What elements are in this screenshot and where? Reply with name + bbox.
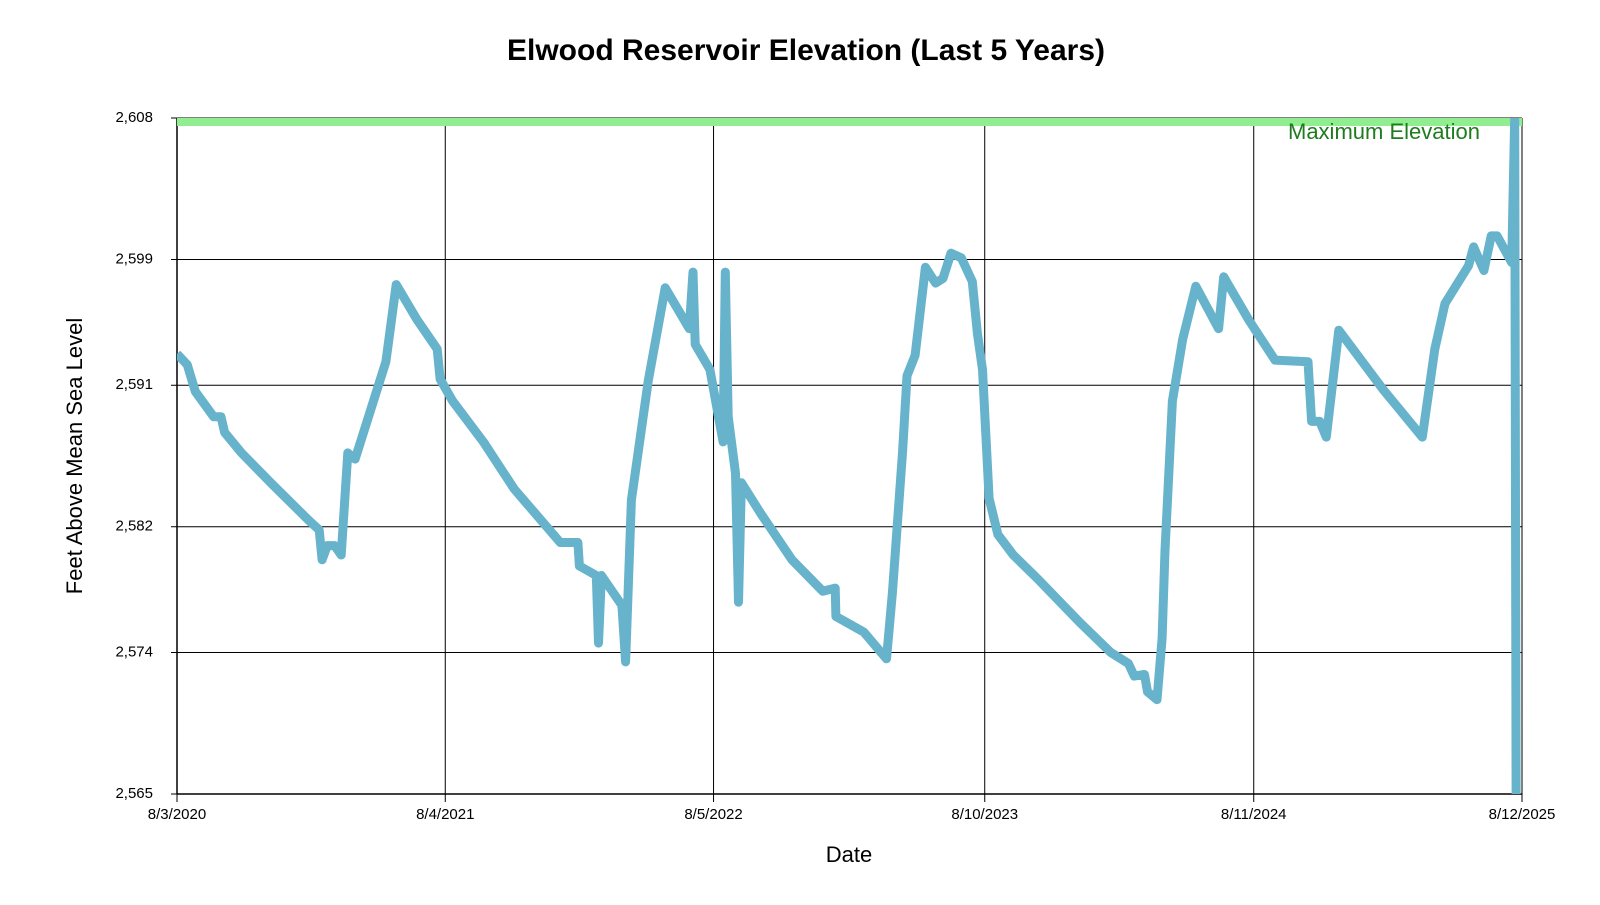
x-tick-label: 8/11/2024	[1221, 806, 1287, 823]
x-tick-label: 8/4/2021	[416, 806, 474, 823]
reference-label: Maximum Elevation	[1288, 119, 1480, 144]
y-tick-label: 2,599	[115, 250, 153, 267]
x-tick-label: 8/12/2025	[1489, 806, 1556, 823]
y-tick-label: 2,608	[115, 109, 153, 126]
y-tick-label: 2,582	[115, 518, 153, 535]
x-axis-label: Date	[826, 842, 872, 867]
x-tick-label: 8/3/2020	[148, 806, 206, 823]
data-line	[177, 118, 1521, 794]
plot-area: Maximum Elevation	[177, 118, 1522, 794]
chart-title: Elwood Reservoir Elevation (Last 5 Years…	[507, 34, 1105, 67]
x-tick-label: 8/10/2023	[951, 806, 1018, 823]
x-tick-label: 8/5/2022	[684, 806, 742, 823]
y-axis-label: Feet Above Mean Sea Level	[62, 318, 87, 594]
reference-band	[177, 118, 1522, 126]
y-tick-label: 2,591	[115, 376, 153, 393]
y-tick-label: 2,565	[115, 785, 153, 802]
y-tick-label: 2,574	[115, 643, 153, 660]
